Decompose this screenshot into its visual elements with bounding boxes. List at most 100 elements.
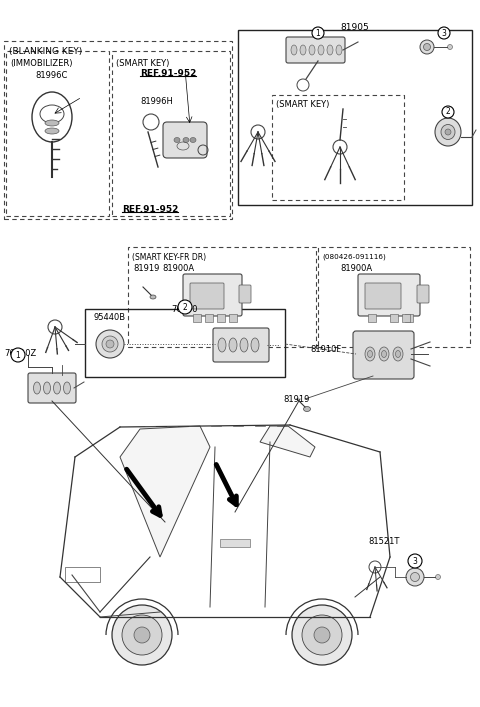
Ellipse shape [382,351,386,358]
Circle shape [442,106,454,118]
Ellipse shape [45,128,59,134]
Ellipse shape [318,45,324,55]
Ellipse shape [365,347,375,361]
Bar [205,314,213,322]
Text: (SMART KEY-FR DR): (SMART KEY-FR DR) [132,253,206,262]
Ellipse shape [229,338,237,352]
Circle shape [11,348,25,362]
Bar [405,314,413,322]
Ellipse shape [45,120,59,126]
Text: 3: 3 [413,556,418,566]
Ellipse shape [420,40,434,54]
Circle shape [314,627,330,643]
FancyBboxPatch shape [190,283,224,309]
Ellipse shape [441,124,455,139]
Ellipse shape [435,575,441,580]
Text: 81996C: 81996C [35,71,67,80]
Ellipse shape [406,568,424,586]
Bar [85,309,285,377]
Bar [112,51,230,216]
Text: 81521T: 81521T [368,537,399,546]
Text: (SMART KEY): (SMART KEY) [276,100,329,109]
Ellipse shape [303,407,311,411]
Circle shape [96,330,124,358]
Bar [318,247,470,347]
Text: REF.91-952: REF.91-952 [122,205,179,214]
Ellipse shape [336,45,342,55]
Bar [368,314,376,322]
Ellipse shape [410,573,420,581]
Text: 3: 3 [442,28,446,37]
Ellipse shape [396,351,400,358]
Bar [229,314,237,322]
Bar [4,41,232,219]
Ellipse shape [190,137,196,143]
Text: 81996H: 81996H [140,97,173,106]
Ellipse shape [423,44,431,50]
Text: 95440B: 95440B [93,313,125,322]
Ellipse shape [150,295,156,299]
Bar [65,567,100,582]
Bar [217,314,225,322]
Circle shape [102,336,118,352]
Bar [402,314,410,322]
Circle shape [302,615,342,655]
Ellipse shape [251,338,259,352]
Text: 81900A: 81900A [340,264,372,273]
Text: 1: 1 [316,28,320,37]
Circle shape [122,615,162,655]
Text: 2: 2 [182,303,187,312]
Ellipse shape [240,338,248,352]
FancyBboxPatch shape [417,285,429,303]
Bar [6,51,109,216]
Ellipse shape [300,45,306,55]
Polygon shape [260,426,315,457]
FancyBboxPatch shape [353,331,414,379]
Circle shape [438,27,450,39]
Circle shape [112,605,172,665]
Bar [238,30,472,205]
FancyBboxPatch shape [358,274,420,316]
Text: 81900A: 81900A [162,264,194,273]
Text: 81910F: 81910F [310,345,341,354]
FancyBboxPatch shape [163,122,207,158]
Text: 76990: 76990 [172,305,198,314]
FancyBboxPatch shape [183,274,242,316]
FancyBboxPatch shape [286,37,345,63]
Circle shape [134,627,150,643]
Bar [193,314,201,322]
Circle shape [312,27,324,39]
Ellipse shape [218,338,226,352]
Ellipse shape [63,382,71,394]
Text: (IMMOBILIZER): (IMMOBILIZER) [10,59,72,68]
Ellipse shape [447,45,453,49]
Ellipse shape [34,382,40,394]
Text: (080426-091116): (080426-091116) [322,253,386,259]
Circle shape [292,605,352,665]
Circle shape [106,340,114,348]
Circle shape [408,554,422,568]
Ellipse shape [327,45,333,55]
Text: 1: 1 [16,351,20,359]
Bar [220,539,250,547]
FancyBboxPatch shape [28,373,76,403]
Text: 2: 2 [445,107,450,117]
Ellipse shape [445,129,451,135]
Ellipse shape [53,382,60,394]
Polygon shape [120,426,210,557]
Ellipse shape [174,137,180,143]
FancyBboxPatch shape [213,328,269,362]
Ellipse shape [435,118,461,146]
Text: REF.91-952: REF.91-952 [140,69,196,78]
Text: (SMART KEY): (SMART KEY) [116,59,169,68]
Ellipse shape [44,382,50,394]
Ellipse shape [183,137,189,143]
Ellipse shape [291,45,297,55]
FancyBboxPatch shape [365,283,401,309]
FancyBboxPatch shape [239,285,251,303]
Bar [390,314,398,322]
Text: 81919: 81919 [283,395,310,404]
Text: 76910Z: 76910Z [4,349,36,358]
Ellipse shape [379,347,389,361]
Ellipse shape [393,347,403,361]
